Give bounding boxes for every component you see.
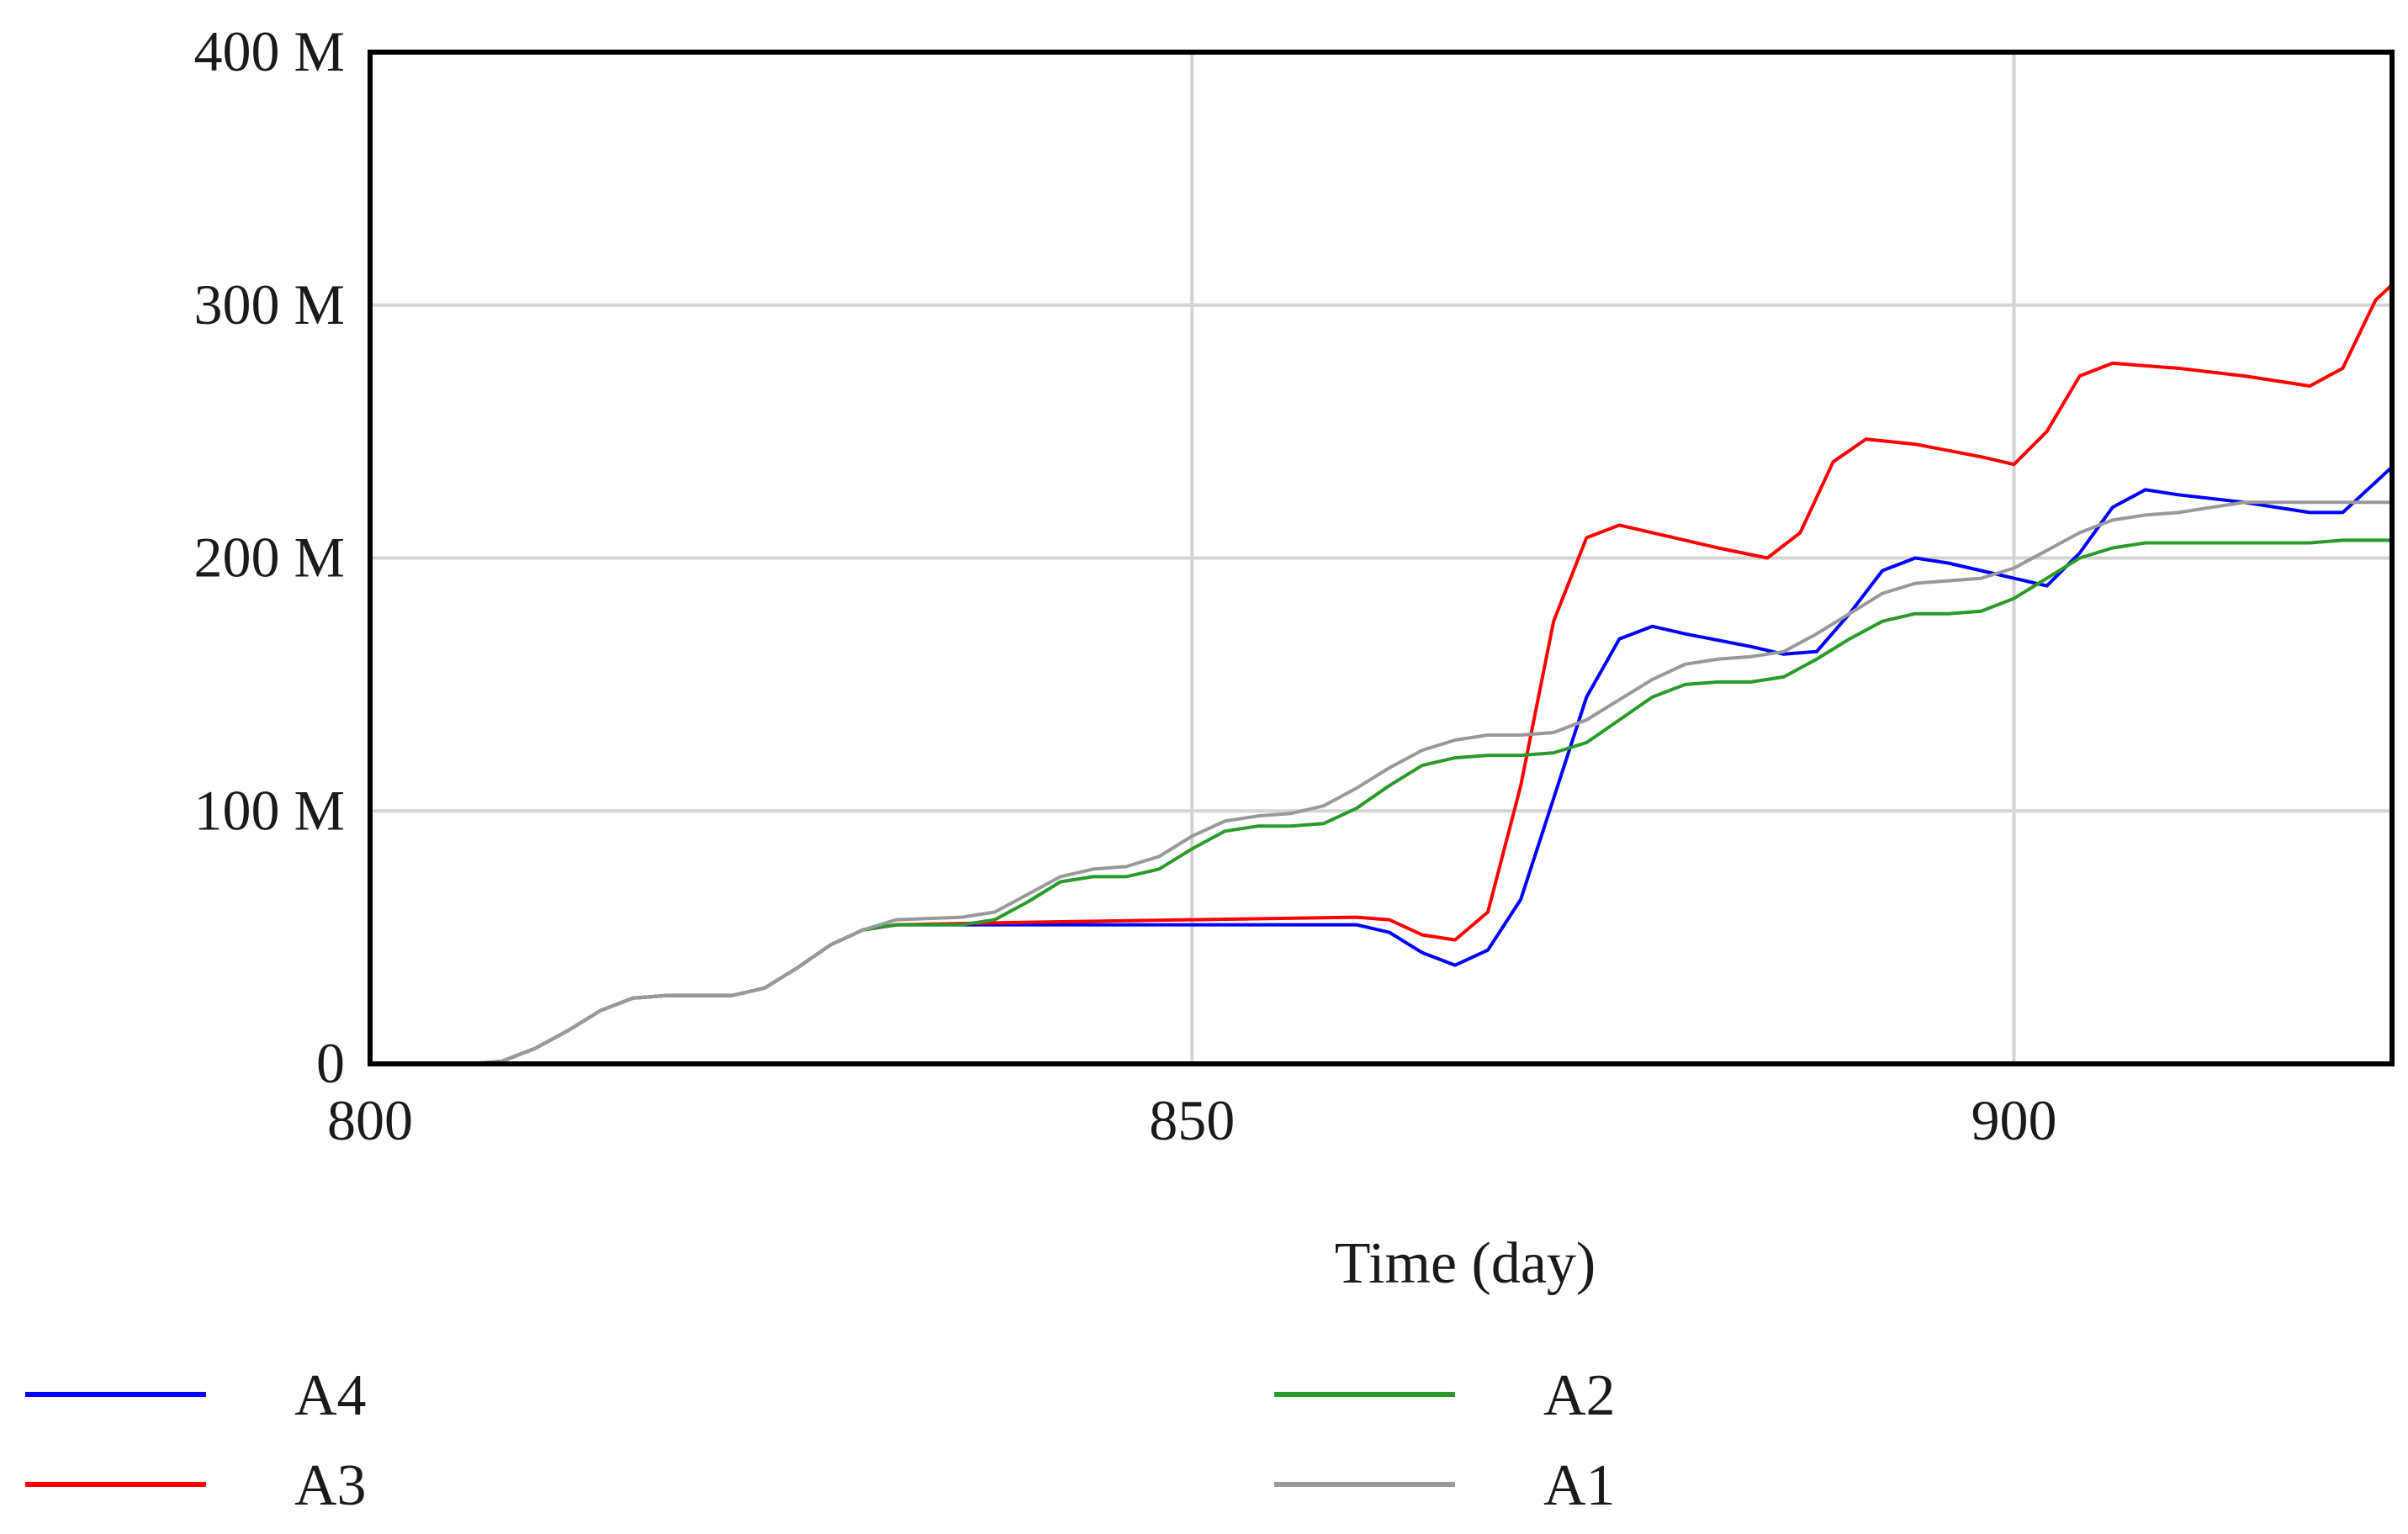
y-tick-label: 300 M: [194, 272, 345, 336]
legend-label-a4: A4: [294, 1363, 367, 1428]
x-axis-title: Time (day): [1335, 1231, 1596, 1296]
series-line-a1: [368, 500, 2394, 1066]
legend-label-a2: A2: [1543, 1363, 1616, 1428]
x-tick-label: 800: [327, 1088, 413, 1152]
plot-frame: [368, 50, 2395, 1066]
x-tick-label: 900: [1971, 1088, 2056, 1152]
legend-label-a1: A1: [1543, 1453, 1616, 1518]
grid: [370, 50, 2392, 1064]
y-tick-label: 100 M: [194, 778, 345, 842]
y-tick-label: 0: [316, 1031, 345, 1095]
y-axis-ticks: 0 100 M 200 M 300 M 400 M: [194, 19, 345, 1095]
series-line-a3: [368, 283, 2394, 1066]
x-axis-ticks: 800 850 900: [327, 1088, 2056, 1152]
legend: A4 A3 A2 A1: [25, 1363, 1616, 1518]
y-tick-label: 200 M: [194, 526, 345, 590]
x-tick-label: 850: [1149, 1088, 1235, 1152]
series-line-a2: [368, 538, 2394, 1066]
y-tick-label: 400 M: [194, 19, 345, 83]
legend-label-a3: A3: [294, 1453, 367, 1518]
series-lines: [368, 283, 2394, 1066]
